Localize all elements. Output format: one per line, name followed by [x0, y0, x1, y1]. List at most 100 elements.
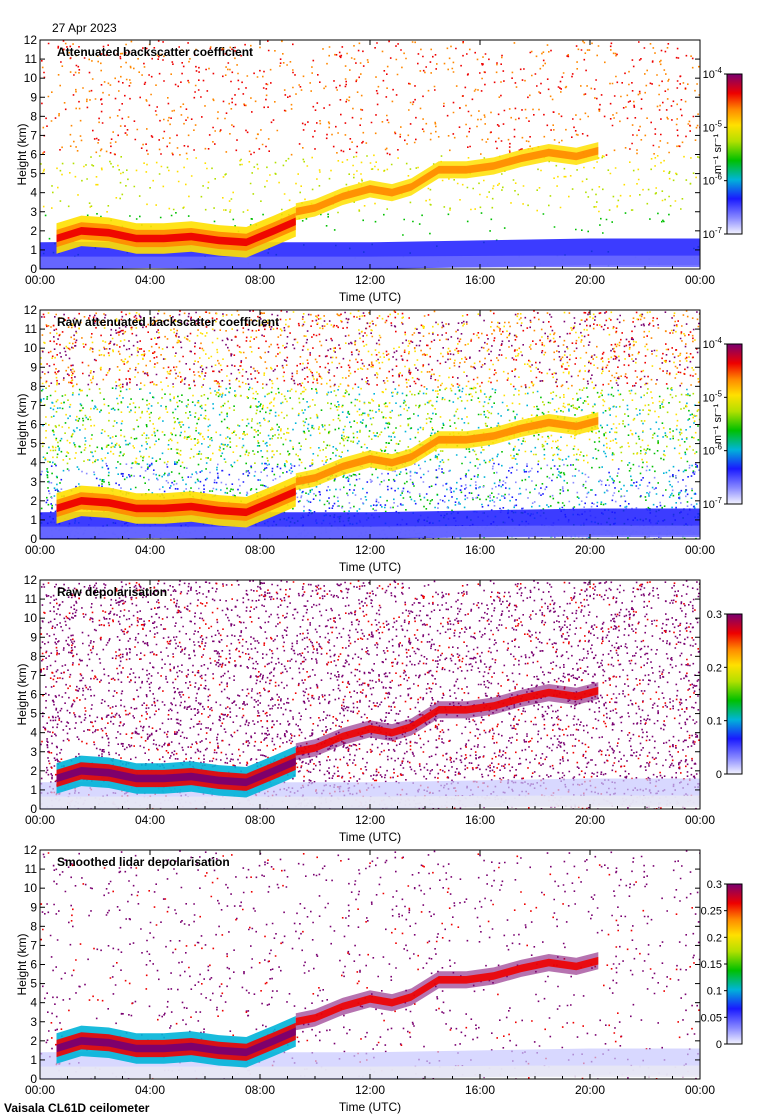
boundary-layer-core — [56, 487, 296, 517]
y-tick-label: 3 — [30, 745, 37, 759]
x-tick-label: 20:00 — [575, 273, 605, 287]
colorbar-tick-label: 10-4 — [703, 336, 723, 351]
y-tick-label: 0 — [30, 262, 37, 276]
y-tick-label: 6 — [30, 958, 37, 972]
colorbar — [726, 73, 743, 235]
x-tick-label: 20:00 — [575, 1083, 605, 1097]
x-tick-label: 04:00 — [135, 543, 165, 557]
elevated-layer-core — [295, 956, 599, 1026]
y-tick-label: 3 — [30, 205, 37, 219]
colorbar-unit: m⁻¹ sr⁻¹ — [712, 134, 724, 175]
x-tick-label: 16:00 — [465, 543, 495, 557]
x-tick-label: 00:00 — [685, 543, 715, 557]
y-tick-label: 6 — [30, 688, 37, 702]
x-tick-label: 20:00 — [575, 543, 605, 557]
x-tick-label: 00:00 — [25, 1083, 55, 1097]
colorbar-tick-label: 10-5 — [703, 119, 723, 134]
y-tick-label: 7 — [30, 938, 37, 952]
y-tick-label: 6 — [30, 148, 37, 162]
y-axis-label: Height (km) — [15, 123, 29, 185]
noise-speckle — [40, 386, 700, 465]
y-axis-label: Height (km) — [15, 933, 29, 995]
noise-speckle — [40, 310, 700, 388]
colorbar-tick-label: 0.25 — [701, 906, 722, 918]
y-tick-label: 8 — [30, 379, 37, 393]
y-tick-label: 9 — [30, 900, 37, 914]
colorbar — [726, 343, 743, 505]
x-tick-label: 08:00 — [245, 1083, 275, 1097]
y-axis-label: Height (km) — [15, 663, 29, 725]
x-tick-label: 12:00 — [355, 273, 385, 287]
x-axis-label: Time (UTC) — [339, 830, 401, 844]
colorbar-tick-label: 0 — [716, 1039, 722, 1051]
x-tick-label: 16:00 — [465, 1083, 495, 1097]
plot-area — [40, 850, 700, 1079]
y-tick-label: 2 — [30, 494, 37, 508]
panel-title: Raw attenuated backscatter coefficient — [57, 315, 279, 329]
y-tick-label: 6 — [30, 418, 37, 432]
panel-title: Attenuated backscatter coefficient — [57, 45, 253, 59]
x-axis-label: Time (UTC) — [339, 560, 401, 574]
x-tick-label: 00:00 — [685, 1083, 715, 1097]
y-tick-label: 7 — [30, 128, 37, 142]
y-tick-label: 1 — [30, 243, 37, 257]
x-tick-label: 20:00 — [575, 813, 605, 827]
surface-layer-core — [40, 1065, 700, 1078]
plot-area — [40, 310, 700, 539]
y-tick-label: 8 — [30, 649, 37, 663]
x-axis-label: Time (UTC) — [339, 290, 401, 304]
colorbar-tick-label: 10-4 — [703, 66, 723, 81]
x-tick-label: 04:00 — [135, 273, 165, 287]
y-tick-label: 5 — [30, 437, 37, 451]
y-tick-label: 0 — [30, 1072, 37, 1086]
y-tick-label: 1 — [30, 513, 37, 527]
boundary-layer-core — [56, 757, 296, 787]
x-tick-label: 00:00 — [25, 543, 55, 557]
y-tick-label: 10 — [24, 881, 38, 895]
y-tick-label: 4 — [30, 456, 37, 470]
y-tick-label: 2 — [30, 224, 37, 238]
colorbar-tick-label: 10-7 — [703, 226, 723, 241]
colorbar-tick-label: 0 — [716, 769, 722, 781]
colorbar-tick-label: 0.1 — [707, 716, 722, 728]
surface-layer-core — [40, 255, 700, 268]
y-tick-label: 10 — [24, 341, 38, 355]
y-tick-label: 5 — [30, 707, 37, 721]
y-tick-label: 7 — [30, 398, 37, 412]
y-tick-label: 12 — [24, 843, 38, 857]
surface-layer-core — [40, 795, 700, 808]
y-tick-label: 3 — [30, 1015, 37, 1029]
colorbar-tick-label: 0.15 — [701, 959, 722, 971]
y-tick-label: 0 — [30, 802, 37, 816]
boundary-layer-core — [56, 1027, 296, 1057]
x-tick-label: 12:00 — [355, 543, 385, 557]
y-tick-label: 11 — [25, 592, 38, 606]
y-tick-label: 11 — [25, 322, 38, 336]
x-tick-label: 08:00 — [245, 543, 275, 557]
x-axis-label: Time (UTC) — [339, 1100, 401, 1114]
boundary-layer-core — [56, 217, 296, 247]
colorbar-tick-label: 10-5 — [703, 389, 723, 404]
x-tick-label: 08:00 — [245, 813, 275, 827]
colorbar — [726, 883, 743, 1045]
y-tick-label: 4 — [30, 186, 37, 200]
instrument-label: Vaisala CL61D ceilometer — [4, 1101, 150, 1115]
y-tick-label: 12 — [24, 573, 38, 587]
y-tick-label: 7 — [30, 668, 37, 682]
y-tick-label: 8 — [30, 919, 37, 933]
y-tick-label: 2 — [30, 764, 37, 778]
surface-layer-core — [40, 525, 700, 538]
y-tick-label: 1 — [30, 783, 37, 797]
elevated-layer-core — [295, 146, 599, 216]
plot-area — [40, 580, 700, 809]
y-tick-label: 9 — [30, 360, 37, 374]
y-tick-label: 12 — [24, 33, 38, 47]
y-tick-label: 0 — [30, 532, 37, 546]
x-tick-label: 16:00 — [465, 273, 495, 287]
colorbar-tick-label: 0.1 — [707, 986, 722, 998]
colorbar-tick-label: 0.3 — [707, 879, 722, 891]
